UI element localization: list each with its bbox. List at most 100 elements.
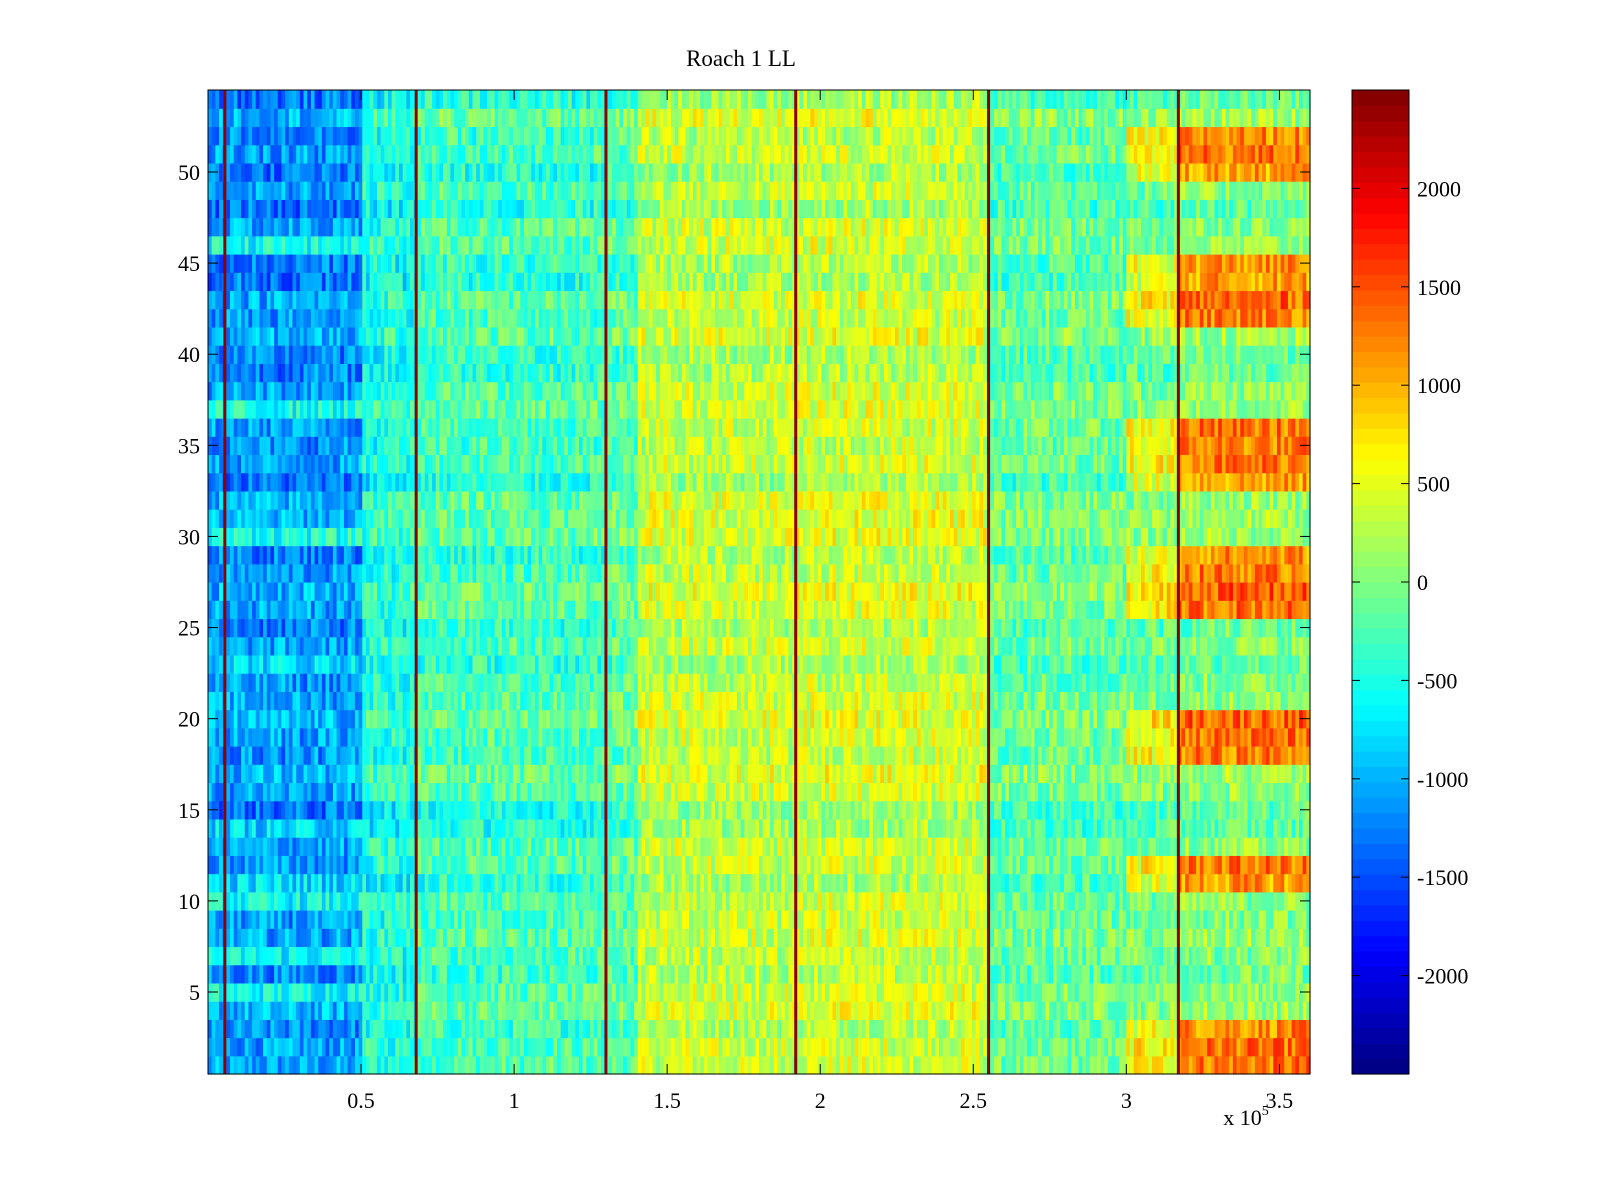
heatmap-cell — [1111, 782, 1116, 802]
heatmap-cell — [803, 873, 808, 893]
heatmap-cell — [1144, 891, 1149, 911]
heatmap-cell — [1038, 1001, 1043, 1020]
heatmap-cell — [461, 782, 466, 802]
heatmap-cell — [1085, 1037, 1091, 1057]
heatmap-cell — [1159, 855, 1164, 875]
heatmap-cell — [898, 964, 903, 984]
heatmap-cell — [832, 891, 837, 911]
heatmap-cell — [241, 855, 246, 875]
heatmap-cell — [872, 946, 878, 966]
heatmap-cell — [1163, 910, 1168, 929]
heatmap-cell — [1082, 873, 1087, 893]
heatmap-cell — [1078, 818, 1083, 838]
heatmap-cell — [1188, 1019, 1194, 1039]
heatmap-cell — [1152, 910, 1157, 929]
heatmap-cell — [579, 891, 584, 911]
heatmap-cell — [880, 818, 885, 838]
heatmap-cell — [685, 800, 690, 820]
heatmap-cell — [523, 964, 529, 984]
heatmap-cell — [924, 891, 929, 911]
heatmap-cell — [1273, 800, 1278, 820]
heatmap-cell — [505, 837, 510, 856]
heatmap-cell — [1251, 946, 1256, 966]
heatmap-cell — [410, 1001, 415, 1020]
heatmap-cell — [979, 1001, 984, 1020]
heatmap-cell — [593, 928, 598, 948]
heatmap-cell — [861, 910, 867, 929]
heatmap-cell — [468, 764, 474, 784]
heatmap-cell — [567, 818, 573, 838]
heatmap-cell — [1118, 1019, 1124, 1039]
heatmap-cell — [307, 964, 312, 984]
heatmap-cell — [590, 964, 595, 984]
heatmap-cell — [534, 891, 540, 911]
heatmap-cell — [1093, 928, 1098, 948]
heatmap-cell — [858, 964, 863, 984]
heatmap-cell — [788, 910, 793, 929]
heatmap-cell — [1152, 1019, 1157, 1039]
heatmap-cell — [443, 800, 448, 820]
heatmap-cell — [399, 946, 404, 966]
heatmap-cell — [1067, 964, 1072, 984]
heatmap-cell — [402, 837, 407, 856]
heatmap-cell — [1298, 855, 1304, 875]
heatmap-cell — [487, 891, 492, 911]
heatmap-cell — [487, 964, 492, 984]
heatmap-cell — [788, 764, 793, 784]
heatmap-cell — [1181, 946, 1186, 966]
heatmap-cell — [773, 782, 778, 802]
heatmap-cell — [648, 800, 654, 820]
heatmap-cell — [593, 1055, 598, 1075]
heatmap-cell — [395, 928, 400, 948]
heatmap-cell — [310, 982, 316, 1002]
heatmap-cell — [465, 1001, 470, 1020]
heatmap-cell — [924, 910, 929, 929]
heatmap-cell — [1170, 982, 1175, 1002]
heatmap-cell — [1012, 910, 1017, 929]
heatmap-cell — [1243, 928, 1249, 948]
heatmap-cell — [850, 1037, 856, 1057]
heatmap-cell — [1001, 1001, 1006, 1020]
heatmap-cell — [516, 818, 521, 838]
heatmap-cell — [803, 855, 808, 875]
heatmap-cell — [1203, 1001, 1208, 1020]
heatmap-cell — [387, 964, 393, 984]
heatmap-cell — [215, 964, 220, 984]
heatmap-cell — [472, 782, 477, 802]
heatmap-cell — [292, 855, 297, 875]
heatmap-cell — [652, 964, 657, 984]
heatmap-cell — [1210, 1019, 1216, 1039]
heatmap-cell — [1030, 782, 1036, 802]
heatmap-cell — [645, 782, 650, 802]
heatmap-cell — [505, 946, 510, 966]
heatmap-cell — [1177, 782, 1183, 802]
heatmap-cell — [968, 1001, 973, 1020]
heatmap-cell — [1115, 891, 1120, 911]
heatmap-cell — [858, 1001, 863, 1020]
heatmap-cell — [972, 1055, 977, 1075]
heatmap-cell — [1240, 928, 1245, 948]
heatmap-cell — [219, 891, 224, 911]
heatmap-cell — [421, 891, 426, 911]
heatmap-cell — [1067, 855, 1072, 875]
heatmap-cell — [358, 982, 363, 1002]
heatmap-cell — [365, 818, 371, 838]
heatmap-cell — [329, 837, 334, 856]
heatmap-cell — [1218, 1055, 1223, 1075]
heatmap-cell — [887, 818, 892, 838]
heatmap-cell — [1045, 964, 1050, 984]
heatmap-cell — [325, 1019, 330, 1039]
heatmap-cell — [1111, 1037, 1116, 1057]
heatmap-cell — [843, 964, 848, 984]
heatmap-cell — [553, 855, 558, 875]
heatmap-cell — [1104, 982, 1109, 1002]
heatmap-cell — [1287, 982, 1293, 1002]
heatmap-cell — [608, 1055, 613, 1075]
heatmap-cell — [347, 800, 352, 820]
heatmap-cell — [1243, 818, 1249, 838]
heatmap-cell — [814, 764, 819, 784]
heatmap-cell — [674, 873, 679, 893]
heatmap-cell — [1019, 800, 1025, 820]
heatmap-cell — [630, 910, 635, 929]
heatmap-cell — [424, 782, 429, 802]
